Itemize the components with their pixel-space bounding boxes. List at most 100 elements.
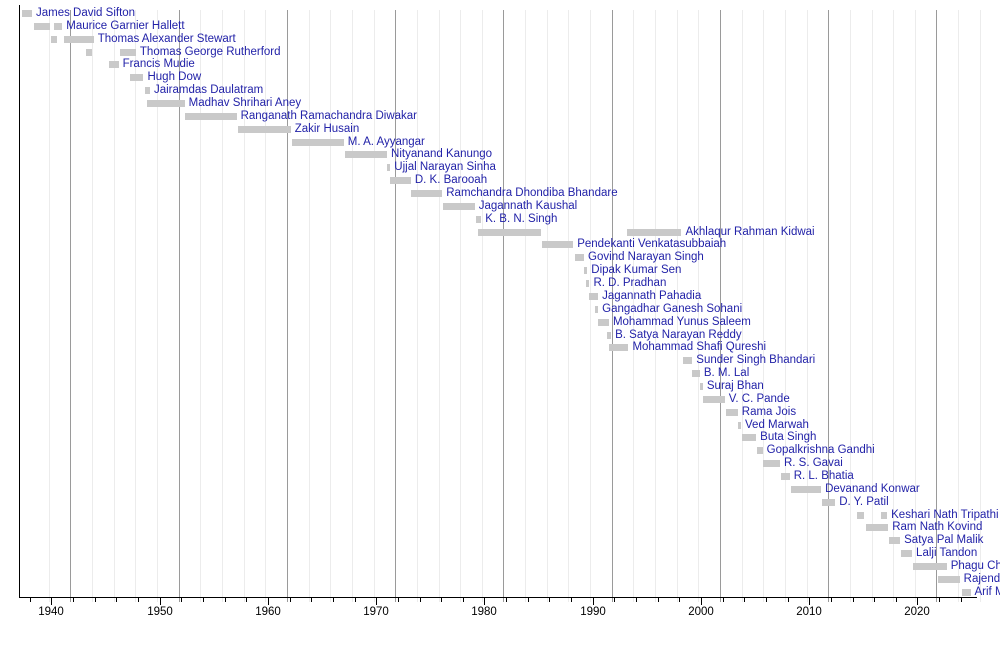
timeline-bar[interactable] xyxy=(86,48,92,56)
tick-minor xyxy=(788,598,789,602)
gridline-major xyxy=(179,10,180,602)
timeline-bar[interactable] xyxy=(913,562,947,570)
timeline-bar[interactable] xyxy=(865,524,889,532)
timeline-bar[interactable] xyxy=(575,254,585,262)
timeline-row-label: Madhav Shrihari Aney xyxy=(188,97,302,110)
timeline-row: B. Satya Narayan Reddy xyxy=(0,329,1000,342)
timeline-bar[interactable] xyxy=(146,100,185,108)
timeline-bar[interactable] xyxy=(856,511,865,519)
timeline-bar[interactable] xyxy=(410,190,443,198)
x-axis-tick-label: 1970 xyxy=(363,606,389,618)
timeline-row: B. M. Lal xyxy=(0,367,1000,380)
timeline-bar[interactable] xyxy=(477,228,541,236)
timeline-bar[interactable] xyxy=(387,164,391,172)
timeline-bar[interactable] xyxy=(51,35,57,43)
gridline-minor xyxy=(417,10,418,602)
timeline-bar[interactable] xyxy=(757,447,763,455)
timeline-bar[interactable] xyxy=(64,35,94,43)
gridline-major xyxy=(612,10,613,602)
timeline-bar[interactable] xyxy=(22,10,32,17)
timeline-bar[interactable] xyxy=(53,22,63,30)
timeline-bar[interactable] xyxy=(742,434,757,442)
timeline-bar[interactable] xyxy=(237,125,291,133)
timeline-row-label: Nityanand Kanungo xyxy=(391,148,493,161)
tick-minor xyxy=(636,598,637,602)
timeline-row: R. L. Bhatia xyxy=(0,470,1000,483)
timeline-row-label: Hugh Dow xyxy=(147,71,202,84)
timeline-bar[interactable] xyxy=(822,498,836,506)
timeline-bar[interactable] xyxy=(606,331,612,339)
timeline-row: Rajendra Arlekar xyxy=(0,573,1000,586)
timeline-bar[interactable] xyxy=(627,228,682,236)
timeline-bar[interactable] xyxy=(108,61,119,69)
tick-major xyxy=(701,598,702,605)
tick-minor xyxy=(961,598,962,602)
gridline-minor xyxy=(374,10,375,602)
timeline-bar[interactable] xyxy=(598,318,609,326)
timeline-row-label: Suraj Bhan xyxy=(706,379,764,392)
timeline-bar[interactable] xyxy=(584,267,588,275)
timeline-bar[interactable] xyxy=(938,575,960,583)
timeline-row: Rama Jois xyxy=(0,406,1000,419)
timeline-bar[interactable] xyxy=(390,177,411,185)
timeline-bar[interactable] xyxy=(699,382,703,390)
timeline-bar[interactable] xyxy=(692,370,700,378)
timeline-row-label: Francis Mudie xyxy=(122,58,195,71)
timeline-bar[interactable] xyxy=(762,460,780,468)
timeline-row-label: Rama Jois xyxy=(741,405,797,418)
timeline-bar[interactable] xyxy=(880,511,888,519)
timeline-bar[interactable] xyxy=(541,241,574,249)
timeline-bar[interactable] xyxy=(703,395,725,403)
timeline-row-label: D. Y. Patil xyxy=(839,495,889,508)
timeline-row: Thomas Alexander Stewart xyxy=(0,33,1000,46)
timeline-bar[interactable] xyxy=(790,485,822,493)
timeline-row: D. Y. Patil xyxy=(0,496,1000,509)
timeline-bar[interactable] xyxy=(594,305,599,313)
timeline-row-label: Devanand Konwar xyxy=(825,482,920,495)
timeline-bar[interactable] xyxy=(889,537,901,545)
timeline-bar[interactable] xyxy=(961,588,971,596)
tick-minor xyxy=(138,598,139,602)
timeline-row: Hugh Dow xyxy=(0,71,1000,84)
x-axis-tick-label: 2000 xyxy=(688,606,714,618)
timeline-bar[interactable] xyxy=(725,408,738,416)
timeline-bar[interactable] xyxy=(475,215,482,223)
timeline-bar[interactable] xyxy=(443,202,475,210)
timeline-bar[interactable] xyxy=(608,344,629,352)
tick-minor xyxy=(246,598,247,602)
timeline-bar[interactable] xyxy=(130,74,144,82)
timeline-bar[interactable] xyxy=(586,280,590,288)
timeline-row-label: Ved Marwah xyxy=(745,418,809,431)
timeline-bar[interactable] xyxy=(781,472,790,480)
timeline-bar[interactable] xyxy=(34,22,51,30)
timeline-row-label: Thomas George Rutherford xyxy=(139,45,281,58)
timeline-row: Keshari Nath Tripathi xyxy=(0,509,1000,522)
timeline-row: Ram Nath Kovind xyxy=(0,521,1000,534)
timeline-bar[interactable] xyxy=(119,48,136,56)
gridline-minor xyxy=(482,10,483,602)
timeline-row-label: Akhlaqur Rahman Kidwai xyxy=(685,225,815,238)
gridline-minor xyxy=(807,10,808,602)
timeline-bar[interactable] xyxy=(291,138,344,146)
timeline-bar[interactable] xyxy=(144,87,150,95)
gridline-minor xyxy=(980,10,981,602)
timeline-bar[interactable] xyxy=(184,112,237,120)
tick-minor xyxy=(939,598,940,602)
tick-minor xyxy=(658,598,659,602)
timeline-bar[interactable] xyxy=(344,151,388,159)
gridline-minor xyxy=(698,10,699,602)
timeline-row: R. D. Pradhan xyxy=(0,277,1000,290)
x-axis-tick-label: 2010 xyxy=(796,606,822,618)
tick-major xyxy=(809,598,810,605)
timeline-row-label: Ujjal Narayan Sinha xyxy=(394,161,496,174)
timeline-bar[interactable] xyxy=(737,421,741,429)
gridline-minor xyxy=(157,10,158,602)
timeline-bar[interactable] xyxy=(589,292,599,300)
timeline-row: Jagannath Pahadia xyxy=(0,290,1000,303)
x-axis-tick-label: 1990 xyxy=(580,606,606,618)
timeline-row-label: Mohammad Yunus Saleem xyxy=(612,315,751,328)
timeline-bar[interactable] xyxy=(682,357,693,365)
gridline-minor xyxy=(633,10,634,602)
timeline-bar[interactable] xyxy=(901,550,913,558)
gridline-minor xyxy=(49,10,50,602)
